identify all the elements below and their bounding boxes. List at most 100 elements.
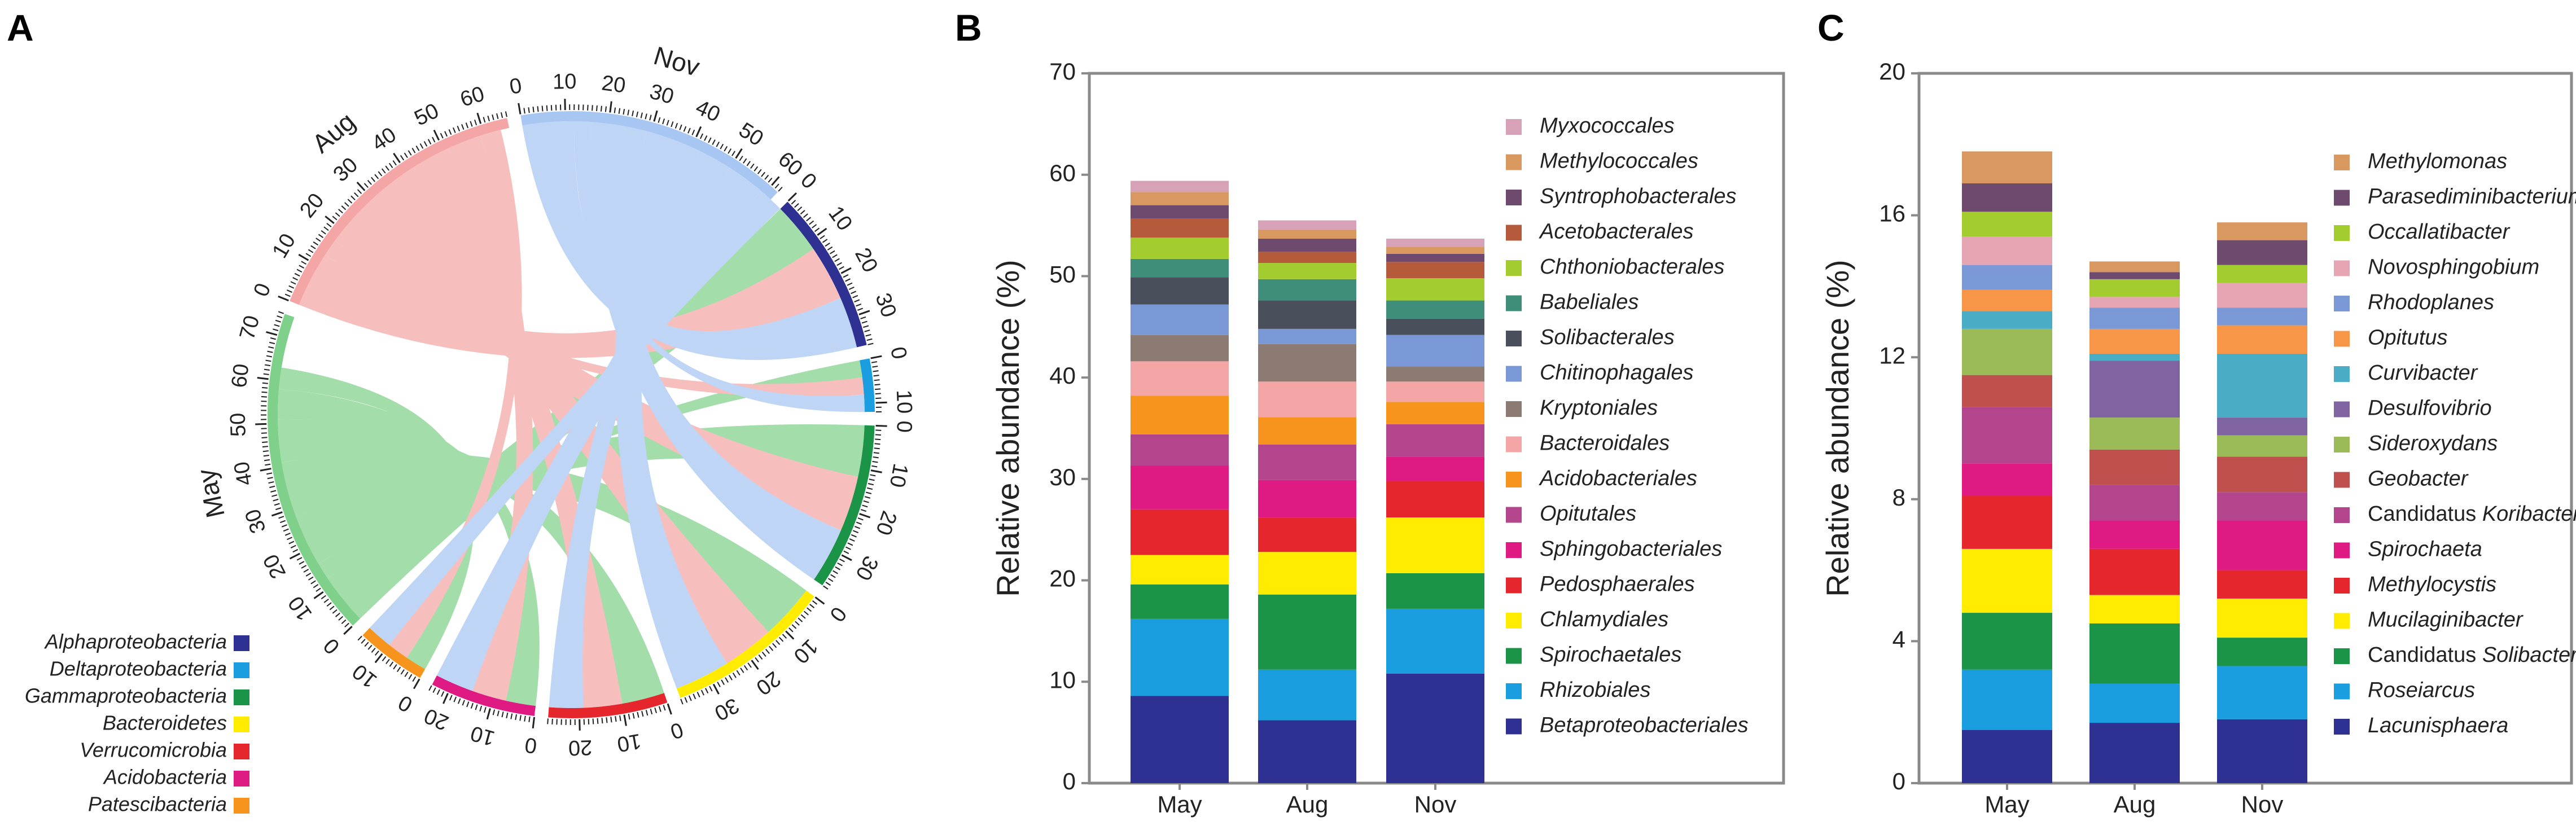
chord-tick-mark bbox=[326, 602, 332, 607]
legend-label-curvibacter: Curvibacter bbox=[2368, 361, 2478, 385]
y-tick-label: 70 bbox=[1049, 58, 1076, 85]
chord-tick-mark bbox=[847, 542, 853, 546]
bar-segment-rhodoplanes-may bbox=[1962, 265, 2052, 290]
legend-label-chlamydiales: Chlamydiales bbox=[1540, 608, 1668, 631]
bar-segment-methylococcales-may bbox=[1131, 192, 1229, 205]
legend-label-genus: Solibacter bbox=[2482, 643, 2576, 667]
chord-tick-mark bbox=[755, 657, 759, 663]
chord-tick-mark bbox=[860, 316, 866, 319]
chord-tick-mark bbox=[269, 485, 275, 489]
bar-segment-rhodoplanes-nov bbox=[2217, 307, 2307, 326]
chord-group-arc-bacteroidetes bbox=[676, 590, 814, 698]
chord-tick-mark bbox=[822, 239, 828, 243]
chord-tick-mark bbox=[343, 626, 353, 635]
legend-swatch-bacteroidales bbox=[1506, 436, 1522, 452]
chord-tick-mark bbox=[772, 643, 777, 648]
y-tick-label: 20 bbox=[1879, 58, 1905, 85]
chord-tick-mark bbox=[869, 478, 875, 481]
chord-tick-mark bbox=[367, 179, 372, 185]
bar-segment-bacteroidales-may bbox=[1131, 361, 1229, 396]
bar-segment-candidatus-koribacter-nov bbox=[2217, 492, 2307, 521]
chord-tick-mark bbox=[292, 549, 299, 553]
x-tick-label-may: May bbox=[1984, 791, 2029, 818]
bar-segment-betaproteobacteriales-nov bbox=[1386, 673, 1484, 783]
chord-tick-mark bbox=[736, 670, 741, 676]
legend-swatch-desulfovibrio bbox=[2334, 401, 2350, 418]
chord-tick-mark bbox=[551, 718, 553, 725]
chord-tick-mark bbox=[851, 291, 857, 295]
chord-tick-mark bbox=[839, 558, 845, 563]
chord-tick-mark bbox=[449, 695, 453, 701]
chord-tick-mark bbox=[859, 513, 871, 519]
chord-ribbon-aug-alphaproteobacteria bbox=[299, 249, 841, 358]
bar-segment-geobacter-aug bbox=[2089, 449, 2180, 485]
bar-segment-acidobacteriales-nov bbox=[1386, 402, 1484, 424]
chord-tick-mark bbox=[875, 424, 887, 427]
bar-segment-methylocystis-nov bbox=[2217, 570, 2307, 599]
chord-tick-mark bbox=[400, 669, 405, 675]
chord-tick-mark bbox=[270, 490, 277, 493]
chord-tick-mark bbox=[720, 143, 724, 150]
chord-tick-mark bbox=[283, 528, 289, 532]
chord-tick-mark bbox=[807, 607, 812, 612]
chord-tick-mark bbox=[836, 262, 842, 266]
chord-tick-mark bbox=[800, 614, 806, 619]
bar-segment-mucilaginibacter-aug bbox=[2089, 595, 2180, 623]
legend-swatch-methylocystis bbox=[2334, 578, 2350, 594]
legend-label-occallatibacter: Occallatibacter bbox=[2368, 220, 2511, 244]
chord-tick-mark bbox=[267, 477, 273, 480]
chord-tick-mark bbox=[751, 660, 759, 670]
chord-tick-label: 20 bbox=[568, 735, 592, 759]
chord-tick-mark bbox=[357, 189, 362, 194]
chord-tick-mark bbox=[667, 703, 672, 715]
bar-segment-roseiarcus-aug bbox=[2089, 683, 2180, 723]
chord-tick-mark bbox=[440, 133, 444, 139]
y-tick-label: 4 bbox=[1892, 626, 1905, 652]
legend-label-sideroxydans: Sideroxydans bbox=[2368, 432, 2498, 455]
chord-tick-mark bbox=[378, 171, 383, 177]
chord-ribbon-nov-alphaproteobacteria bbox=[522, 121, 857, 361]
stacked-bar-chart-b: 0 10 20 30 40 50 60 70 Relative abundance (%) May… bbox=[990, 58, 1785, 818]
chord-tick-mark bbox=[270, 337, 277, 340]
chord-tick-mark bbox=[732, 673, 737, 678]
panel-letter-c: C bbox=[1817, 7, 1845, 49]
chord-tick-mark bbox=[874, 443, 880, 445]
x-tick-label-nov: Nov bbox=[1414, 791, 1457, 818]
chord-tick-mark bbox=[444, 131, 448, 137]
chord-tick-mark bbox=[663, 705, 666, 711]
chord-tick-mark bbox=[830, 574, 836, 578]
chord-tick-mark bbox=[866, 487, 873, 490]
chord-tick-mark bbox=[326, 223, 332, 227]
chord-tick-mark bbox=[305, 253, 312, 257]
y-tick-label: 8 bbox=[1892, 484, 1905, 511]
legend-label-candidatus-solibacter: Candidatus Solibacter bbox=[2368, 643, 2576, 667]
bar-segment-betaproteobacteriales-aug bbox=[1258, 720, 1356, 783]
legend-label-rhodoplanes: Rhodoplanes bbox=[2368, 291, 2494, 314]
chord-tick-mark bbox=[265, 359, 271, 362]
bar-segment-pedosphaerales-aug bbox=[1258, 517, 1356, 552]
bar-segment-opitutus-may bbox=[1962, 289, 2052, 311]
chord-tick-mark bbox=[266, 331, 278, 336]
chord-tick-mark bbox=[761, 172, 765, 177]
chord-tick-mark bbox=[687, 128, 691, 134]
chord-tick-mark bbox=[374, 174, 379, 179]
chord-tick-mark bbox=[347, 199, 353, 204]
chord-legend-label: Alphaproteobacteria bbox=[44, 630, 227, 653]
chord-tick-mark bbox=[627, 109, 630, 116]
chord-tick-mark bbox=[277, 315, 283, 319]
chord-tick-mark bbox=[408, 674, 413, 680]
chord-tick-mark bbox=[385, 658, 390, 665]
chord-tick-mark bbox=[313, 584, 319, 588]
chord-tick-mark bbox=[474, 119, 477, 126]
chord-tick-mark bbox=[640, 112, 643, 118]
chord-tick-mark bbox=[382, 656, 387, 662]
chord-tick-mark bbox=[392, 160, 397, 166]
bar-segment-myxococcales-may bbox=[1131, 181, 1229, 192]
chord-tick-mark bbox=[288, 285, 295, 289]
bar-segment-opitutales-may bbox=[1131, 434, 1229, 466]
chord-tick-mark bbox=[313, 591, 324, 599]
bar-segment-mucilaginibacter-nov bbox=[2217, 598, 2307, 638]
chord-tick-mark bbox=[721, 679, 725, 686]
chord-tick-mark bbox=[870, 469, 882, 473]
bar-segment-methylococcales-aug bbox=[1258, 229, 1356, 239]
